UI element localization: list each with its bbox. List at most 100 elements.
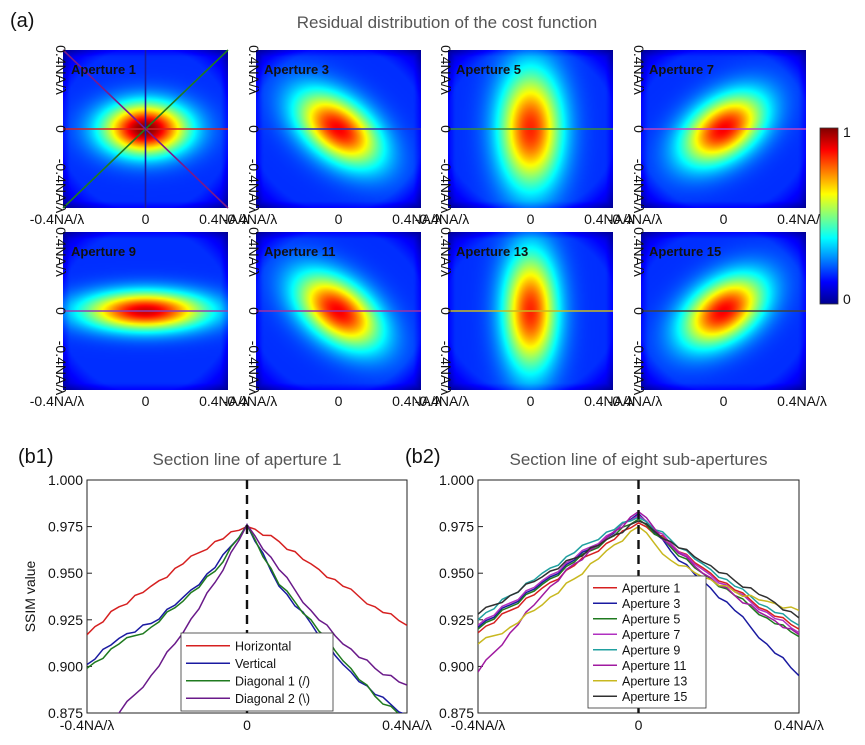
legend-box [587, 575, 707, 709]
y-tick-label: 0.4NA/λ [53, 227, 69, 277]
legend-label: Aperture 9 [622, 643, 680, 657]
y-tick-label: -0.4NA/λ [631, 341, 647, 395]
x-tick-label: 0.4NA/λ [392, 211, 442, 227]
y-tick-label: 0.900 [439, 658, 474, 674]
series-line [478, 520, 799, 619]
heatmap-panel: Aperture 11 -0.4NA/λ 0 0.4NA/λ 0.4NA/λ 0 -0.4N… [223, 227, 442, 409]
y-tick-label: 0.4NA/λ [53, 45, 69, 95]
legend-label: Aperture 15 [622, 690, 687, 704]
x-tick-label: 0.4NA/λ [777, 211, 827, 227]
x-tick-label: 0 [335, 211, 343, 227]
y-tick-label: 0.4NA/λ [438, 45, 454, 95]
y-tick-label: 0 [438, 125, 454, 133]
line-chart-b1: (b1) Section line of aperture 1 1.000 0.975… [18, 446, 432, 733]
legend-label: Aperture 5 [622, 612, 680, 626]
y-tick-label: 0.925 [439, 612, 474, 628]
y-tick-label: 1.000 [439, 472, 474, 488]
y-tick-label: -0.4NA/λ [631, 159, 647, 213]
aperture-label: Aperture 9 [71, 244, 136, 259]
colorbar-max-label: 1 [843, 124, 851, 140]
x-tick-label: -0.4NA/λ [608, 393, 662, 409]
y-tick-label: 0 [246, 307, 262, 315]
legend-label: Diagonal 1 (/) [235, 674, 310, 688]
line-chart-b2: (b2) Section line of eight sub-apertures 1… [405, 446, 824, 733]
colorbar-min-label: 0 [843, 291, 851, 307]
y-tick-label: 0 [631, 125, 647, 133]
aperture-label: Aperture 1 [71, 62, 136, 77]
x-tick-label: 0.4NA/λ [392, 393, 442, 409]
x-tick-label: -0.4NA/λ [30, 211, 84, 227]
x-tick-label: 0.4NA/λ [584, 211, 634, 227]
section-line [62, 49, 229, 209]
legend-label: Diagonal 2 (\) [235, 692, 310, 706]
y-tick-label: 0 [631, 307, 647, 315]
x-tick-label: -0.4NA/λ [223, 393, 277, 409]
x-tick-label: 0 [527, 211, 535, 227]
x-tick-label: 0.4NA/λ [382, 717, 432, 733]
y-tick-label: 0.4NA/λ [246, 227, 262, 277]
panel-label: (b1) [18, 446, 54, 468]
legend-label: Horizontal [235, 639, 291, 653]
heatmap-panel: Aperture 7 -0.4NA/λ 0 0.4NA/λ 0.4NA/λ 0 -0.4NA… [608, 45, 827, 227]
y-tick-label: -0.4NA/λ [53, 159, 69, 213]
heatmap-panel: Aperture 1 -0.4NA/λ 0 0.4NA/λ 0.4NA/λ 0 -0.4NA… [30, 45, 249, 227]
x-tick-label: 0 [142, 211, 150, 227]
heatmap-panel: Aperture 5 -0.4NA/λ 0 0.4NA/λ 0.4NA/λ 0 -0.4NA… [415, 45, 634, 227]
legend-label: Aperture 11 [622, 659, 686, 673]
y-tick-label: -0.4NA/λ [246, 159, 262, 213]
y-tick-label: 0 [438, 307, 454, 315]
y-tick-label: 1.000 [48, 472, 83, 488]
heatmap-title: Residual distribution of the cost functi… [297, 13, 598, 32]
y-tick-label: 0.4NA/λ [246, 45, 262, 95]
y-tick-label: 0 [246, 125, 262, 133]
x-tick-label: -0.4NA/λ [60, 717, 114, 733]
heatmap-panel: Aperture 9 -0.4NA/λ 0 0.4NA/λ 0.4NA/λ 0 -0.4NA… [30, 227, 249, 409]
aperture-label: Aperture 13 [456, 244, 528, 259]
y-tick-label: 0.4NA/λ [631, 45, 647, 95]
x-tick-label: -0.4NA/λ [608, 211, 662, 227]
chart-title: Section line of aperture 1 [152, 450, 341, 469]
legend-label: Aperture 7 [622, 628, 680, 642]
legend-label: Aperture 1 [622, 581, 680, 595]
x-tick-label: 0.4NA/λ [199, 211, 249, 227]
x-tick-label: 0 [527, 393, 535, 409]
aperture-label: Aperture 11 [264, 244, 336, 259]
y-tick-label: -0.4NA/λ [438, 341, 454, 395]
y-tick-label: 0 [53, 307, 69, 315]
x-tick-label: -0.4NA/λ [451, 717, 505, 733]
heatmap-panel: Aperture 15 -0.4NA/λ 0 0.4NA/λ 0.4NA/λ 0 -0.4N… [608, 227, 827, 409]
x-tick-label: 0 [335, 393, 343, 409]
panel-label-a: (a) [10, 10, 34, 32]
aperture-label: Aperture 5 [456, 62, 521, 77]
x-tick-label: 0.4NA/λ [777, 393, 827, 409]
series-line [478, 518, 799, 638]
y-tick-label: 0.4NA/λ [631, 227, 647, 277]
x-tick-label: 0.4NA/λ [199, 393, 249, 409]
y-tick-label: -0.4NA/λ [438, 159, 454, 213]
x-tick-label: -0.4NA/λ [415, 393, 469, 409]
aperture-label: Aperture 15 [649, 244, 721, 259]
x-tick-label: 0.4NA/λ [774, 717, 824, 733]
y-tick-label: -0.4NA/λ [246, 341, 262, 395]
aperture-label: Aperture 7 [649, 62, 714, 77]
x-tick-label: 0 [243, 717, 251, 733]
legend-label: Aperture 3 [622, 597, 680, 611]
y-tick-label: 0.875 [439, 705, 474, 721]
aperture-label: Aperture 3 [264, 62, 329, 77]
y-tick-label: 0.4NA/λ [438, 227, 454, 277]
x-tick-label: 0.4NA/λ [584, 393, 634, 409]
legend-label: Vertical [235, 657, 276, 671]
heatmap-panel: Aperture 3 -0.4NA/λ 0 0.4NA/λ 0.4NA/λ 0 -0.4NA… [223, 45, 442, 227]
chart-title: Section line of eight sub-apertures [510, 450, 768, 469]
series-line [117, 523, 407, 713]
x-tick-label: 0 [720, 211, 728, 227]
y-tick-label: -0.4NA/λ [53, 341, 69, 395]
y-axis-label: SSIM value [22, 560, 38, 632]
legend-label: Aperture 13 [622, 674, 687, 688]
legend: Horizontal Vertical Diagonal 1 (/) Diagonal… [180, 632, 334, 712]
y-tick-label: 0.975 [439, 519, 474, 535]
y-tick-label: 0.975 [48, 519, 83, 535]
x-tick-label: -0.4NA/λ [30, 393, 84, 409]
